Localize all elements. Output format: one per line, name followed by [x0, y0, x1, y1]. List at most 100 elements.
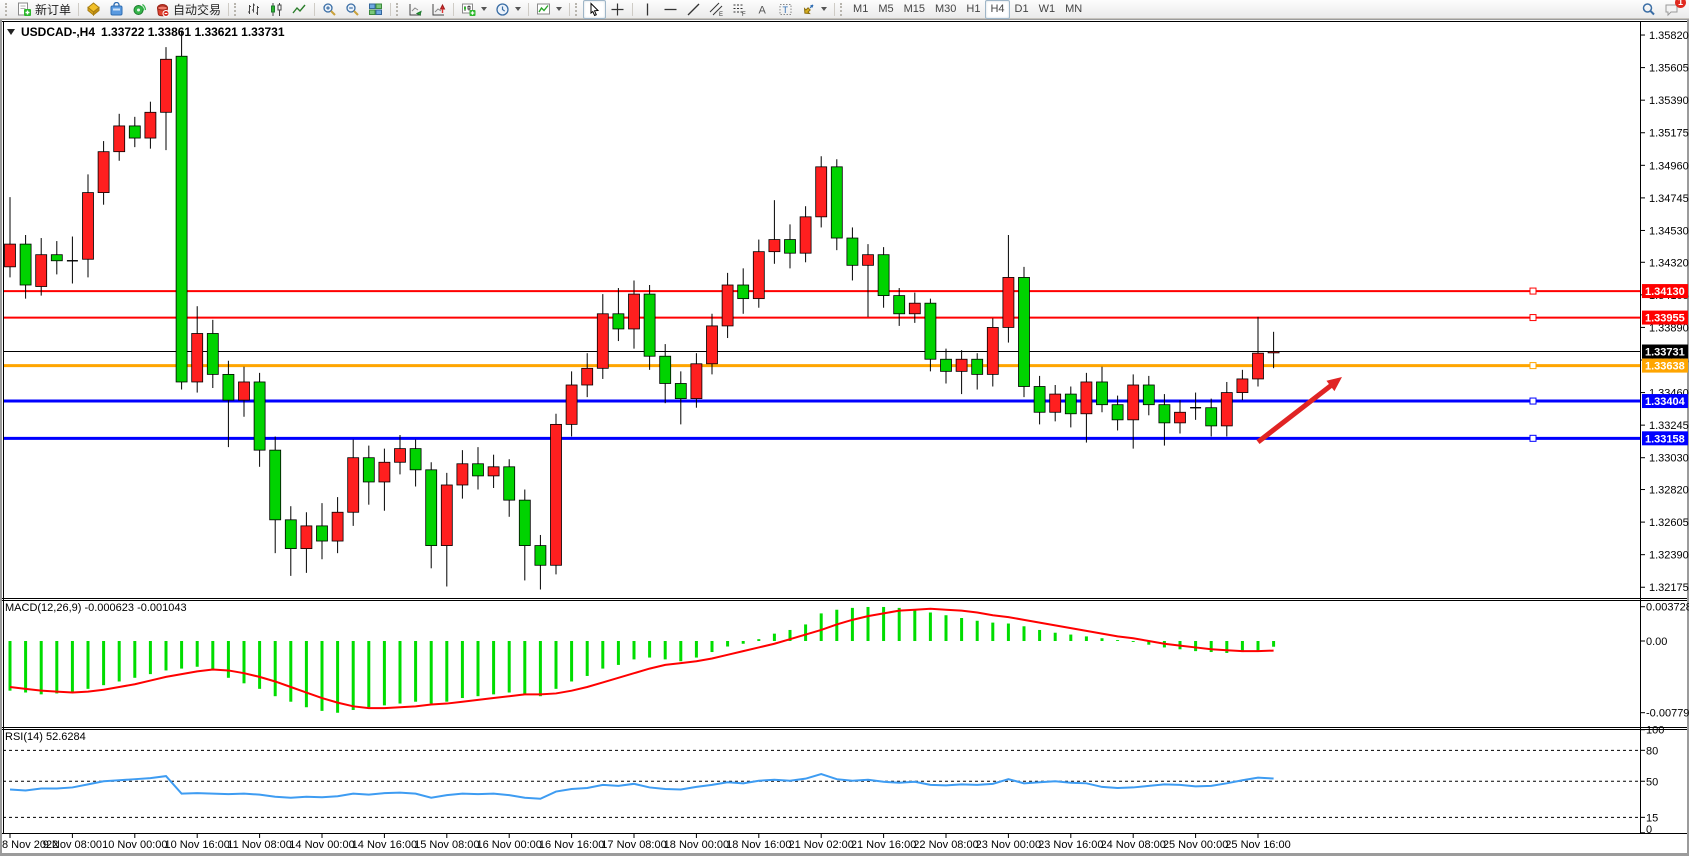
- timeframe-D1[interactable]: D1: [1014, 3, 1029, 15]
- timeframe-M30[interactable]: M30: [935, 3, 957, 15]
- chart-ohlc-values: 1.33722 1.33861 1.33621 1.33731: [101, 25, 285, 39]
- arrow-head: [1326, 377, 1342, 392]
- candle-up: [768, 239, 781, 253]
- equidistant-channel-button[interactable]: E: [705, 0, 728, 19]
- candle-down: [737, 284, 750, 300]
- candle-down: [175, 55, 188, 383]
- metaeditor-icon: [87, 1, 100, 16]
- indicators-icon: [537, 3, 551, 14]
- candle-down: [50, 254, 63, 262]
- line-chart-button[interactable]: [288, 0, 311, 19]
- separator: [390, 2, 392, 16]
- candle-down: [643, 293, 656, 357]
- timeframe-MN[interactable]: MN: [1065, 3, 1083, 15]
- toolbar-right: 1: [1637, 0, 1686, 19]
- periods-clock-icon: [496, 2, 509, 16]
- timeframe-group: M1 M5 M15 M30 H1 H4 D1 W1 MN: [848, 0, 1087, 19]
- candle-up: [440, 484, 453, 546]
- candle-up: [986, 327, 999, 375]
- periods-clock-button[interactable]: [491, 0, 525, 19]
- data-window-button[interactable]: [427, 0, 450, 19]
- candle-down: [846, 237, 859, 266]
- time-tick-label: 18 Nov 16:00: [726, 839, 791, 851]
- arrows-button[interactable]: [797, 0, 831, 19]
- navigator-button[interactable]: [404, 0, 427, 19]
- svg-text:A: A: [759, 4, 767, 16]
- candle-down: [19, 243, 32, 286]
- candle-up: [550, 423, 562, 566]
- rsi-tick-label: 50: [1646, 776, 1658, 788]
- candle-up: [1049, 393, 1062, 413]
- candle-up: [1267, 351, 1280, 354]
- candle-down: [893, 295, 906, 315]
- candle-down: [659, 355, 672, 384]
- horizontal-line-button[interactable]: [659, 0, 682, 19]
- time-tick-label: 18 Nov 00:00: [664, 839, 729, 851]
- svg-text:T: T: [783, 5, 789, 15]
- time-tick-label: 11 Nov 08:00: [227, 839, 292, 851]
- candle-up: [378, 461, 391, 483]
- trend-arrow-annotation[interactable]: [1256, 377, 1342, 444]
- market-button[interactable]: [105, 0, 128, 19]
- timeframe-W1[interactable]: W1: [1038, 3, 1056, 15]
- separator: [528, 2, 530, 16]
- vertical-line-button[interactable]: [636, 0, 659, 19]
- text-label-button[interactable]: T: [774, 0, 797, 19]
- metaeditor-button[interactable]: [82, 0, 105, 19]
- cursor-button[interactable]: [583, 0, 607, 19]
- timeframe-H4[interactable]: H4: [985, 0, 1010, 19]
- line-chart-icon: [292, 4, 306, 13]
- chart-title[interactable]: USDCAD-,H4 1.33722 1.33861 1.33621 1.337…: [7, 25, 285, 39]
- new-chart-icon: [462, 3, 476, 16]
- text-icon: A: [759, 4, 767, 16]
- price-tick-label: 1.35390: [1649, 95, 1689, 107]
- price-tick-label: 1.32175: [1649, 582, 1689, 594]
- rsi-tick-label: 15: [1646, 812, 1658, 824]
- bar-chart-button[interactable]: [242, 0, 265, 19]
- autotrading-button[interactable]: 自动交易: [151, 0, 225, 19]
- tile-windows-button[interactable]: [364, 0, 387, 19]
- timeframe-M5[interactable]: M5: [878, 3, 894, 15]
- zoom-in-button[interactable]: [318, 0, 341, 19]
- candle-down: [1205, 407, 1218, 427]
- candlestick-chart-button[interactable]: [265, 0, 288, 19]
- candle-down: [269, 449, 282, 521]
- candle-down: [316, 525, 328, 542]
- zoom-out-button[interactable]: [341, 0, 364, 19]
- zoom-out-icon: [346, 2, 359, 16]
- candles: [4, 30, 1280, 590]
- timeframe-H1[interactable]: H1: [966, 3, 981, 15]
- text-button[interactable]: A: [751, 0, 774, 19]
- time-tick-label: 10 Nov 00:00: [102, 839, 167, 851]
- svg-text:E: E: [719, 12, 723, 17]
- candle-up: [160, 58, 172, 113]
- trendline-button[interactable]: [682, 0, 705, 19]
- price-axis[interactable]: 1.35820 1.35605 1.35390 1.35175 1.34960 1.347…: [1640, 30, 1689, 594]
- signals-button[interactable]: [128, 0, 151, 19]
- macd-indicator-label: MACD(12,26,9) -0.000623 -0.001043: [5, 602, 187, 614]
- price-badge-bg: [1642, 394, 1688, 409]
- time-tick-label: 23 Nov 00:00: [976, 839, 1041, 851]
- line-marker: [1529, 287, 1537, 295]
- time-tick-label: 16 Nov 00:00: [476, 839, 541, 851]
- fibonacci-button[interactable]: F: [728, 0, 751, 19]
- candle-down: [534, 545, 547, 566]
- indicators-button[interactable]: [532, 0, 566, 19]
- timeframe-M1[interactable]: M1: [853, 3, 869, 15]
- candle-down: [877, 254, 890, 297]
- new-order-button[interactable]: 新订单: [13, 0, 75, 19]
- crosshair-button[interactable]: [606, 0, 629, 19]
- timeframe-M15[interactable]: M15: [903, 3, 925, 15]
- candle-down: [674, 383, 687, 400]
- search-button[interactable]: [1637, 0, 1660, 19]
- candle-down: [503, 466, 516, 501]
- candle-down: [362, 457, 375, 483]
- notifications-button[interactable]: 1: [1660, 0, 1686, 19]
- candle-up: [721, 284, 734, 327]
- chevron-down-icon: [821, 7, 828, 11]
- candle-down: [284, 519, 297, 550]
- chart-menu-icon[interactable]: [7, 29, 15, 35]
- new-chart-button[interactable]: [457, 0, 491, 19]
- chart-background: [2, 20, 1687, 853]
